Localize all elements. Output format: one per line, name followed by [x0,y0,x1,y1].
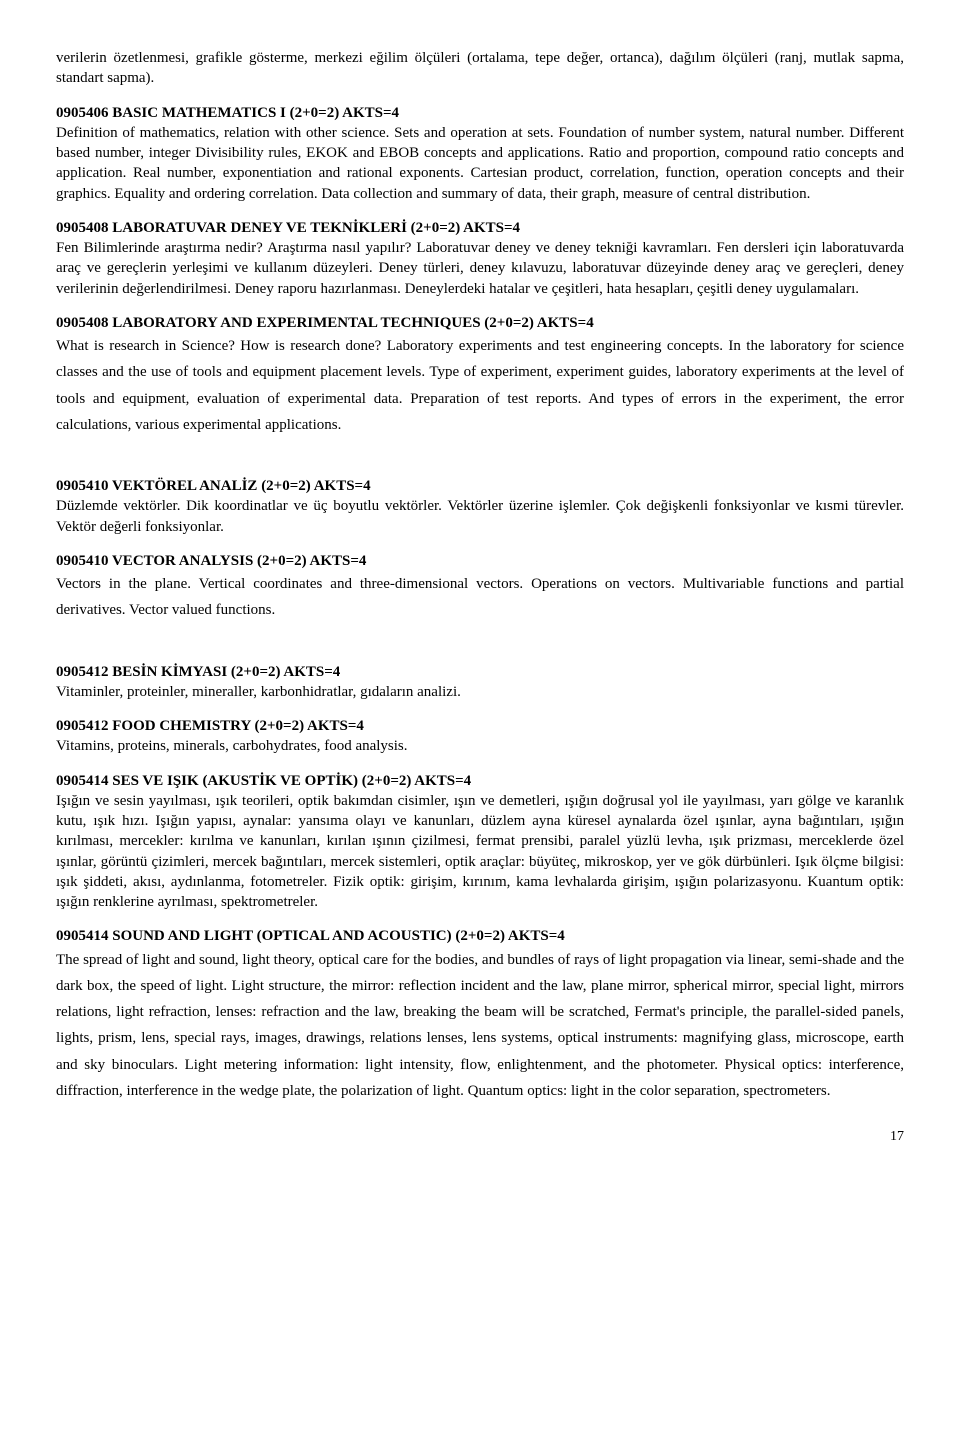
course-body: Düzlemde vektörler. Dik koordinatlar ve … [56,496,904,537]
course-title: 0905408 LABORATORY AND EXPERIMENTAL TECH… [56,313,904,333]
course-block: 0905410 VECTOR ANALYSIS (2+0=2) AKTS=4Ve… [56,551,904,624]
course-body: Vitaminler, proteinler, mineraller, karb… [56,682,904,702]
course-title: 0905406 BASIC MATHEMATICS I (2+0=2) AKTS… [56,103,904,123]
course-block: 0905412 BESİN KİMYASI (2+0=2) AKTS=4Vita… [56,662,904,703]
course-block: 0905406 BASIC MATHEMATICS I (2+0=2) AKTS… [56,103,904,204]
course-body: The spread of light and sound, light the… [56,947,904,1105]
course-body: Definition of mathematics, relation with… [56,123,904,204]
intro-paragraph: verilerin özetlenmesi, grafikle gösterme… [56,48,904,89]
course-body: Işığın ve sesin yayılması, ışık teoriler… [56,791,904,913]
course-body: What is research in Science? How is rese… [56,333,904,438]
course-body: Vitamins, proteins, minerals, carbohydra… [56,736,904,756]
course-title: 0905408 LABORATUVAR DENEY VE TEKNİKLERİ … [56,218,904,238]
page-number: 17 [56,1128,904,1147]
course-title: 0905412 BESİN KİMYASI (2+0=2) AKTS=4 [56,662,904,682]
course-block: 0905414 SOUND AND LIGHT (OPTICAL AND ACO… [56,926,904,1104]
course-title: 0905414 SES VE IŞIK (AKUSTİK VE OPTİK) (… [56,771,904,791]
course-block: 0905408 LABORATORY AND EXPERIMENTAL TECH… [56,313,904,438]
course-block: 0905410 VEKTÖREL ANALİZ (2+0=2) AKTS=4Dü… [56,476,904,537]
course-body: Vectors in the plane. Vertical coordinat… [56,571,904,624]
section-gap [56,638,904,662]
course-block: 0905414 SES VE IŞIK (AKUSTİK VE OPTİK) (… [56,771,904,913]
course-body: Fen Bilimlerinde araştırma nedir? Araştı… [56,238,904,299]
course-block: 0905412 FOOD CHEMISTRY (2+0=2) AKTS=4Vit… [56,716,904,757]
section-gap [56,452,904,476]
course-title: 0905412 FOOD CHEMISTRY (2+0=2) AKTS=4 [56,716,904,736]
course-block: 0905408 LABORATUVAR DENEY VE TEKNİKLERİ … [56,218,904,299]
course-title: 0905410 VEKTÖREL ANALİZ (2+0=2) AKTS=4 [56,476,904,496]
course-title: 0905414 SOUND AND LIGHT (OPTICAL AND ACO… [56,926,904,946]
course-title: 0905410 VECTOR ANALYSIS (2+0=2) AKTS=4 [56,551,904,571]
